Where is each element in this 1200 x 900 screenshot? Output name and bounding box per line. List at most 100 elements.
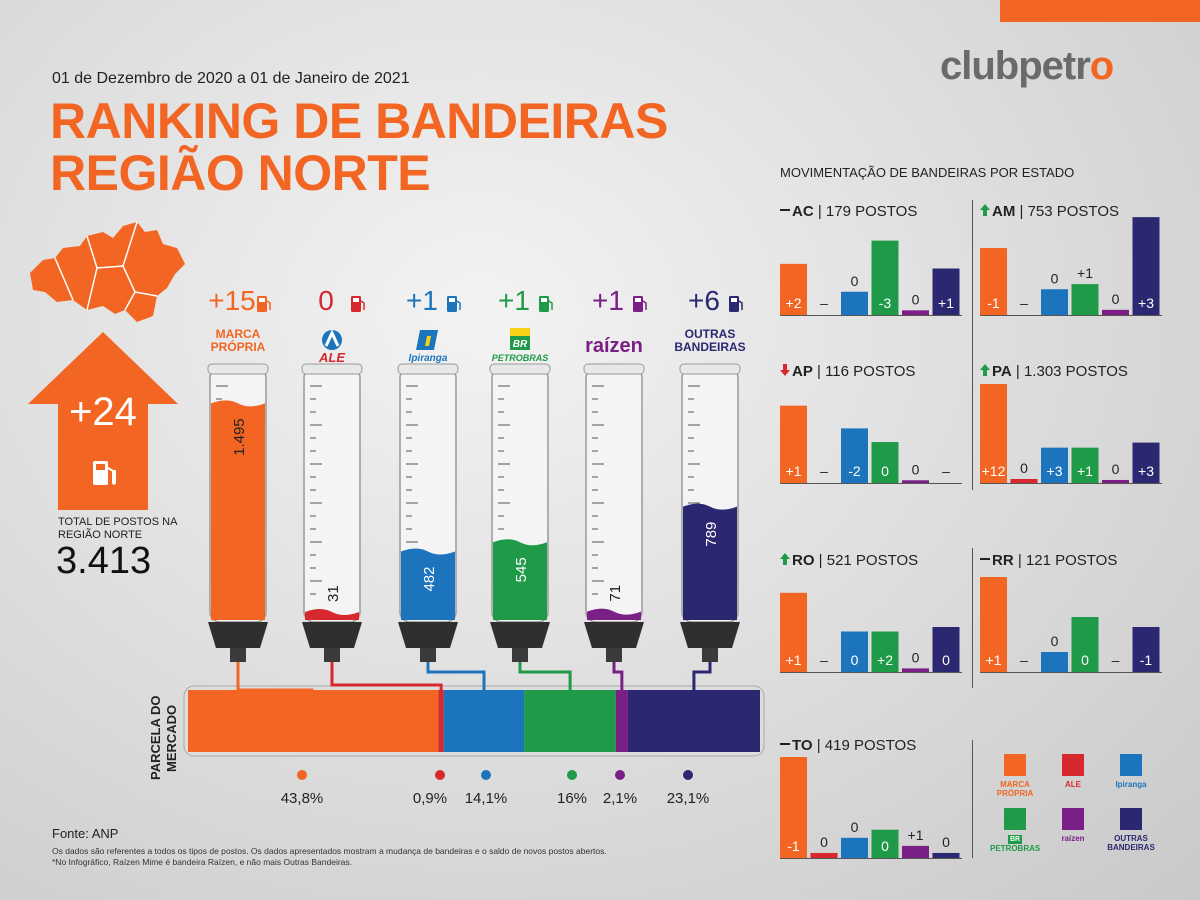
share-label-4: 2,1% (603, 790, 637, 807)
trend-up-icon (980, 364, 990, 376)
state-label-PA-3: +1 (1077, 463, 1093, 479)
state-bar-AP-0 (780, 405, 807, 483)
state-label-AP-3: 0 (881, 463, 889, 479)
title-line-2: REGIÃO NORTE (50, 145, 431, 201)
state-bar-RO-2 (841, 631, 868, 672)
state-bar-RR-0 (980, 577, 1007, 672)
state-bar-PA-5 (1132, 442, 1160, 483)
state-label-RO-0: +1 (786, 652, 802, 668)
share-label-2: 14,1% (465, 790, 508, 807)
share-segment-2 (443, 690, 525, 752)
tube-liquid-2 (401, 548, 455, 620)
svg-text:ALE: ALE (318, 350, 345, 364)
state-bar-TO-2 (841, 837, 868, 858)
connector-3 (518, 662, 572, 690)
share-label-3: 16% (557, 790, 587, 807)
share-title-line2: MERCADO (164, 705, 179, 772)
clubpetro-logo: clubpetro (940, 44, 1114, 88)
legend-label-3: BR PETROBRAS (990, 835, 1041, 853)
state-label-PA-4: 0 (1112, 461, 1120, 477)
svg-text:Ipiranga: Ipiranga (409, 353, 448, 364)
brand-delta-5: +6 (688, 285, 720, 316)
state-bar-PA-3 (1071, 447, 1099, 483)
legend-swatch-1 (1062, 754, 1084, 776)
state-label-RR-2: 0 (1051, 633, 1059, 649)
brand-pump-icon-4 (633, 296, 647, 312)
state-label-AM-1: – (1020, 295, 1028, 311)
trend-down-icon (780, 364, 790, 376)
trend-up-icon (980, 204, 990, 216)
state-bar-RO-0 (780, 592, 807, 672)
state-label-RR-1: – (1020, 652, 1028, 668)
total-value: 3.413 (56, 540, 152, 582)
divider-vertical-1 (972, 200, 973, 490)
tube-value-5: 789 (703, 522, 720, 547)
state-label-AP-0: +1 (786, 463, 802, 479)
tube-1: 31 (301, 363, 363, 662)
share-dot-5 (683, 770, 693, 780)
svg-text:raízen: raízen (585, 335, 643, 357)
market-share-title: PARCELA DO MERCADO (140, 672, 190, 782)
states-section-title: MOVIMENTAÇÃO DE BANDEIRAS POR ESTADO (780, 165, 1075, 180)
state-bar-PA-2 (1041, 447, 1068, 483)
connector-4 (612, 662, 624, 690)
share-dot-3 (567, 770, 577, 780)
svg-text:BR: BR (513, 339, 528, 350)
state-label-RR-3: 0 (1081, 652, 1089, 668)
state-label-RR-0: +1 (986, 652, 1002, 668)
state-label-RO-1: – (820, 652, 828, 668)
share-segment-1 (438, 690, 444, 752)
share-segment-4 (615, 690, 628, 752)
state-bar-AP-3 (871, 442, 899, 483)
state-bar-RR-5 (1132, 627, 1160, 672)
brand-delta-4: +1 (592, 285, 624, 316)
share-label-5: 23,1% (667, 790, 710, 807)
state-header-TO: TO | 419 POSTOS (780, 737, 916, 754)
state-bar-RR-3 (1071, 617, 1099, 672)
state-bar-AC-4 (902, 310, 929, 315)
state-bar-RR-2 (1041, 652, 1068, 672)
state-label-AM-3: +1 (1077, 265, 1093, 281)
state-label-TO-1: 0 (820, 834, 828, 850)
share-title-line1: PARCELA DO (148, 696, 163, 781)
state-chart-AP: +1 – -2 0 0 – (780, 405, 962, 484)
legend-label-4: raízen (1061, 834, 1085, 843)
share-segment-5 (627, 690, 760, 752)
legend-label-1: ALE (1065, 780, 1081, 789)
share-label-0: 43,8% (281, 790, 324, 807)
state-label-TO-5: 0 (942, 834, 950, 850)
tube-value-1: 31 (325, 585, 342, 602)
share-segment-0 (188, 690, 439, 752)
state-header-PA: PA | 1.303 POSTOS (980, 363, 1128, 380)
tube-2: 482 (397, 363, 459, 662)
legend-label-0: MARCA PRÓPRIA (996, 780, 1034, 798)
state-chart-RR: +1 – 0 0 – -1 (980, 577, 1162, 673)
tube-value-0: 1.495 (231, 418, 248, 456)
legend-label-2: Ipiranga (1115, 780, 1147, 789)
fuel-pump-icon (93, 461, 116, 485)
state-label-AM-2: 0 (1051, 270, 1059, 286)
tube-liquid-3 (493, 539, 547, 620)
page-title: RANKING DE BANDEIRAS REGIÃO NORTE (50, 95, 668, 199)
state-bar-PA-4 (1102, 479, 1129, 483)
state-label-PA-5: +3 (1138, 463, 1154, 479)
state-bar-RO-4 (902, 668, 929, 672)
tube-value-3: 545 (513, 557, 530, 582)
tube-liquid-1 (305, 609, 359, 620)
trend-up-icon (780, 553, 790, 565)
state-bar-RO-3 (871, 631, 899, 672)
state-label-AC-2: 0 (851, 273, 859, 289)
connector-0 (236, 662, 314, 692)
state-label-AM-0: -1 (987, 295, 1000, 311)
state-bar-AC-0 (780, 263, 807, 315)
state-label-AC-4: 0 (912, 291, 920, 307)
state-label-AC-0: +2 (786, 295, 802, 311)
state-label-AP-1: – (820, 463, 828, 479)
state-label-RO-3: +2 (877, 652, 893, 668)
brand-delta-0: +15 (208, 285, 256, 316)
state-label-AM-5: +3 (1138, 295, 1154, 311)
state-header-AM: AM | 753 POSTOS (980, 203, 1119, 220)
state-header-RO: RO | 521 POSTOS (780, 552, 918, 569)
tube-value-2: 482 (421, 567, 438, 592)
